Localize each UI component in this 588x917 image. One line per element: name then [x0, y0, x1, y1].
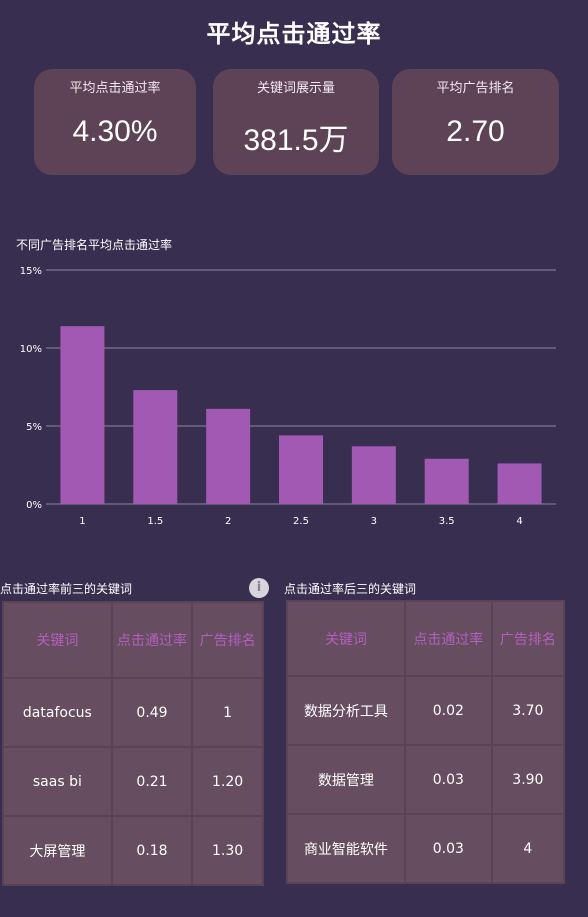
table-row: saas bi 0.21 1.20: [2, 746, 264, 817]
table-row: 数据管理 0.03 3.90: [286, 744, 566, 815]
table-cell: 数据管理: [286, 744, 406, 815]
top-keywords-table: 关键词 点击通过率 广告排名 datafocus 0.49 1 saas bi …: [2, 601, 264, 886]
kpi-card-ctr: 平均点击通过率 4.30%: [34, 69, 196, 175]
y-tick-label: 10%: [20, 344, 42, 355]
bar[interactable]: [206, 408, 251, 504]
column-header[interactable]: 关键词: [2, 601, 113, 679]
table-header-row: 关键词 点击通过率 广告排名: [2, 601, 264, 679]
y-tick-label: 15%: [20, 266, 42, 277]
table-cell: 0.03: [403, 744, 493, 815]
column-header[interactable]: 关键词: [286, 600, 406, 677]
column-header[interactable]: 点击通过率: [110, 601, 194, 679]
bar-chart: 0% 5% 10% 15% 1 1.5 2 2.5 3 3.5 4: [20, 266, 556, 527]
bar[interactable]: [497, 463, 542, 504]
x-tick-label: 1.5: [147, 516, 163, 527]
table-cell: 大屏管理: [2, 815, 113, 886]
x-tick-label: 3: [371, 516, 377, 527]
column-header[interactable]: 广告排名: [191, 601, 264, 679]
table-row: 数据分析工具 0.02 3.70: [286, 675, 566, 746]
kpi-label: 平均点击通过率: [69, 81, 161, 96]
kpi-label: 平均广告排名: [436, 81, 515, 96]
table-cell: 1.30: [191, 815, 264, 886]
y-tick-label: 0%: [26, 500, 42, 511]
table-cell: 3.70: [490, 675, 566, 746]
table-cell: 商业智能软件: [286, 813, 406, 884]
top-keywords-title: 点击通过率前三的关键词: [0, 582, 133, 596]
page-title: 平均点击通过率: [206, 20, 382, 48]
table-cell: 0.03: [403, 813, 493, 884]
bottom-keywords-title: 点击通过率后三的关键词: [284, 582, 417, 596]
table-cell: datafocus: [2, 677, 113, 748]
kpi-value: 381.5万: [243, 124, 349, 157]
chart-title: 不同广告排名平均点击通过率: [16, 238, 173, 252]
table-cell: 0.18: [110, 815, 194, 886]
bar[interactable]: [279, 435, 323, 504]
bar[interactable]: [60, 326, 105, 504]
kpi-label: 关键词展示量: [256, 81, 335, 96]
kpi-card-impressions: 关键词展示量 381.5万: [213, 69, 379, 175]
table-row: 大屏管理 0.18 1.30: [2, 815, 264, 886]
table-cell: 数据分析工具: [286, 675, 406, 746]
table-cell: 1: [191, 677, 264, 748]
kpi-value: 4.30%: [72, 115, 158, 148]
column-header[interactable]: 广告排名: [490, 600, 566, 677]
table-header-row: 关键词 点击通过率 广告排名: [286, 600, 566, 677]
column-header[interactable]: 点击通过率: [403, 600, 493, 677]
table-cell: 1.20: [191, 746, 264, 817]
x-tick-label: 2.5: [293, 516, 309, 527]
table-cell: 3.90: [490, 744, 566, 815]
x-tick-label: 1: [79, 516, 85, 527]
info-icon[interactable]: i: [249, 578, 269, 598]
kpi-value: 2.70: [446, 115, 505, 148]
bottom-keywords-table: 关键词 点击通过率 广告排名 数据分析工具 0.02 3.70 数据管理 0.0…: [286, 600, 566, 884]
table-cell: 0.21: [110, 746, 194, 817]
table-cell: 0.02: [403, 675, 493, 746]
y-tick-label: 5%: [26, 422, 42, 433]
table-row: 商业智能软件 0.03 4: [286, 813, 566, 884]
table-cell: 4: [490, 813, 566, 884]
kpi-card-ad-rank: 平均广告排名 2.70: [392, 69, 559, 175]
bar[interactable]: [424, 458, 469, 504]
x-tick-label: 3.5: [439, 516, 455, 527]
x-tick-label: 2: [225, 516, 231, 527]
table-cell: 0.49: [110, 677, 194, 748]
table-cell: saas bi: [2, 746, 113, 817]
bar[interactable]: [351, 446, 396, 504]
bar[interactable]: [133, 390, 178, 504]
x-tick-label: 4: [516, 516, 522, 527]
table-row: datafocus 0.49 1: [2, 677, 264, 748]
